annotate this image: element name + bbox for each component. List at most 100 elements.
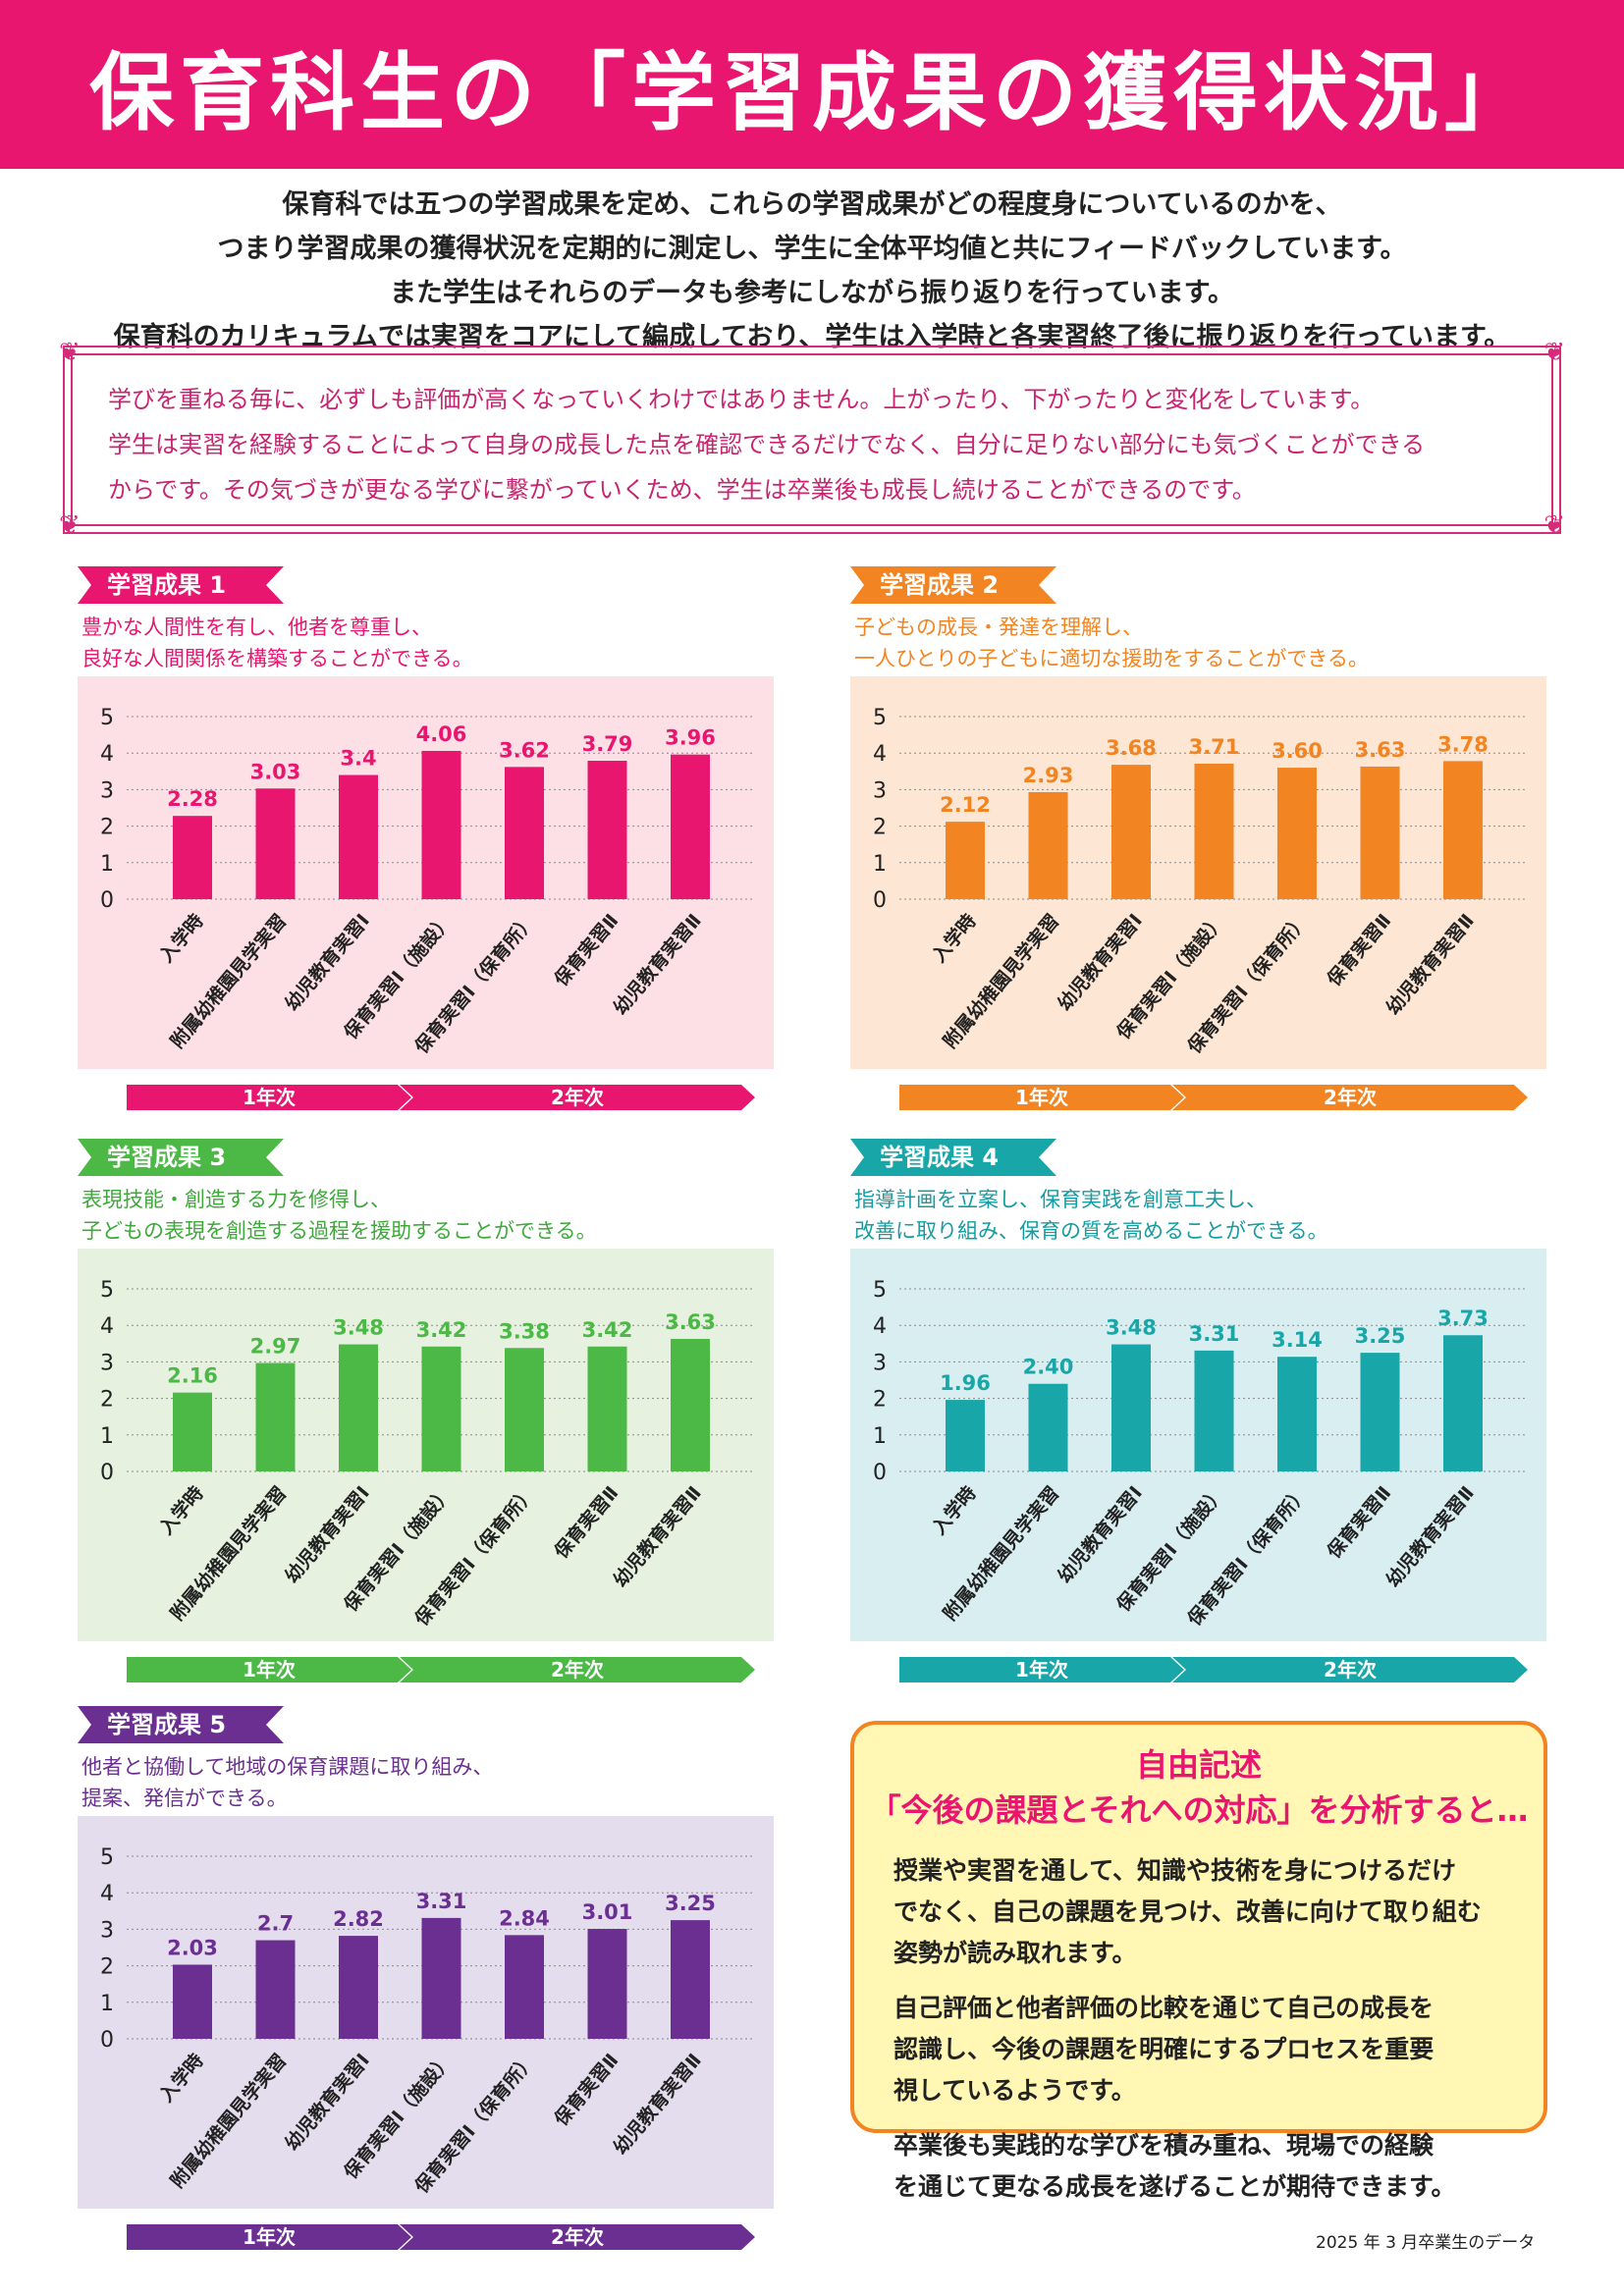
outcome-description-line: 子どもの成長・発達を理解し、: [854, 615, 1143, 639]
outcome-panel-4: 学習成果 4 指導計画を立案し、保育実践を創意工夫し、 改善に取り組み、保育の質を高…: [850, 1139, 1546, 1708]
intro-line: 保育科のカリキュラムでは実習をコアにして編成しており、学生は入学時と各実習終了後…: [113, 322, 1511, 352]
x-category-label: 保育実習Ⅱ: [1322, 909, 1395, 990]
outcome-description-line: 提案、発信ができる。: [81, 1787, 288, 1810]
x-category-label: 保育実習Ⅱ: [549, 1481, 623, 1563]
data-label: 3.78: [1437, 732, 1489, 756]
x-category-label: 保育実習Ⅱ: [549, 2049, 623, 2130]
bar: [173, 1392, 212, 1471]
y-tick-label: 5: [100, 1845, 114, 1870]
bar: [1111, 765, 1151, 899]
data-label: 2.97: [250, 1335, 301, 1359]
bar-chart: 0123452.03入学時2.7附属幼稚園見学実習2.82幼児教育実習Ⅰ3.31…: [100, 1845, 755, 2198]
phase-year-2: 2年次: [400, 2224, 755, 2250]
y-tick-label: 1: [873, 1424, 887, 1449]
free-body: 授業や実習を通して、知識や技術を身につけるだけ でなく、自己の課題を見つけ、改善…: [893, 1850, 1508, 2208]
phase-year-2: 2年次: [400, 1657, 755, 1682]
outcome-description-line: 表現技能・創造する力を修得し、: [81, 1188, 391, 1211]
data-label: 2.12: [940, 793, 991, 817]
free-line: を通じて更なる成長を遂げることが期待できます。: [893, 2172, 1456, 2201]
free-line: 授業や実習を通して、知識や技術を身につけるだけ: [893, 1856, 1457, 1885]
bar-chart: 0123452.12入学時2.93附属幼稚園見学実習3.68幼児教育実習Ⅰ3.7…: [873, 706, 1528, 1058]
bar-chart: 0123451.96入学時2.40附属幼稚園見学実習3.48幼児教育実習Ⅰ3.3…: [873, 1278, 1528, 1630]
outcome-description: 豊かな人間性を有し、他者を尊重し、良好な人間関係を構築することができる。: [81, 612, 473, 674]
x-category-label: 入学時: [155, 1481, 208, 1538]
data-label: 3.4: [340, 747, 376, 771]
bar: [671, 754, 710, 899]
outcome-tag: 学習成果 5: [78, 1706, 284, 1743]
data-label: 3.63: [665, 1310, 716, 1334]
free-line: 視しているようです。: [893, 2076, 1136, 2105]
outcome-panel-2: 学習成果 2 子どもの成長・発達を理解し、 一人ひとりの子どもに適切な援助をすること…: [850, 566, 1546, 1136]
x-category-label: 保育実習Ⅱ: [1322, 1481, 1395, 1563]
outcome-tag: 学習成果 2: [850, 566, 1056, 604]
bar: [1028, 1383, 1068, 1471]
y-tick-label: 3: [873, 1351, 887, 1375]
bar: [173, 1964, 212, 2039]
y-tick-label: 0: [100, 1461, 114, 1485]
x-category-label: 入学時: [155, 909, 208, 966]
x-category-label: 幼児教育実習Ⅱ: [1381, 909, 1479, 1019]
free-paragraph: 授業や実習を通して、知識や技術を身につけるだけ でなく、自己の課題を見つけ、改善…: [893, 1850, 1508, 1974]
y-tick-label: 0: [873, 1461, 887, 1485]
chart-area: 0 1 2 3 4 5 2.28 入学時 3.03 附属幼稚園見学実習 3.4 幼児教育実習Ⅰ 4.06…: [78, 676, 774, 1069]
free-paragraph: 自己評価と他者評価の比較を通じて自己の成長を 認識し、今後の課題を明確にするプロ…: [893, 1988, 1508, 2111]
free-description-box: 自由記述 「今後の課題とそれへの対応」を分析すると… 授業や実習を通して、知識や…: [850, 1721, 1547, 2201]
y-tick-label: 2: [100, 1955, 114, 1980]
phase-year-1: 1年次: [127, 1085, 411, 1110]
outcome-description: 表現技能・創造する力を修得し、子どもの表現を創造する過程を援助することができる。: [81, 1184, 597, 1247]
y-tick-label: 5: [873, 1278, 887, 1303]
intro-line: つまり学習成果の獲得状況を定期的に測定し、学生に全体平均値と共にフィードバックし…: [217, 234, 1407, 264]
y-tick-label: 1: [100, 1424, 114, 1449]
data-label: 2.40: [1023, 1356, 1074, 1379]
phase-year-2: 2年次: [400, 1085, 755, 1110]
intro-line: 保育科では五つの学習成果を定め、これらの学習成果がどの程度身についているのかを、: [282, 189, 1342, 220]
bar: [505, 1935, 544, 2039]
data-label: 3.42: [582, 1318, 633, 1342]
bar: [946, 1400, 985, 1471]
y-tick-label: 2: [873, 1388, 887, 1413]
data-label: 4.06: [416, 722, 467, 746]
data-label: 2.03: [167, 1936, 218, 1959]
bar: [255, 788, 296, 899]
x-category-label: 幼児教育実習Ⅰ: [280, 909, 373, 1015]
intro-line: また学生はそれらのデータも参考にしながら振り返りを行っています。: [390, 278, 1234, 308]
outcome-description-line: 良好な人間関係を構築することができる。: [81, 647, 473, 670]
free-line: 姿勢が読み取れます。: [893, 1939, 1137, 1967]
bar-chart: 0123452.28入学時3.03附属幼稚園見学実習3.4幼児教育実習Ⅰ4.06…: [100, 706, 755, 1058]
outcome-description-line: 豊かな人間性を有し、他者を尊重し、: [81, 615, 432, 639]
bar: [505, 1348, 544, 1471]
outcome-tag: 学習成果 4: [850, 1139, 1056, 1176]
outcome-description-line: 子どもの表現を創造する過程を援助することができる。: [81, 1219, 597, 1243]
outcome-description-line: 他者と協働して地域の保育課題に取り組み、: [81, 1755, 494, 1779]
bar: [339, 1344, 378, 1471]
y-tick-label: 2: [100, 816, 114, 840]
bar: [1443, 1335, 1483, 1471]
free-line: でなく、自己の課題を見つけ、改善に向けて取り組む: [893, 1897, 1482, 1926]
y-tick-label: 4: [873, 1314, 887, 1339]
bar: [1360, 1353, 1400, 1471]
data-label: 3.25: [1355, 1324, 1406, 1348]
bar: [1194, 763, 1234, 899]
outcome-description: 指導計画を立案し、保育実践を創意工夫し、 改善に取り組み、保育の質を高めることがで…: [854, 1184, 1328, 1247]
x-category-label: 幼児教育実習Ⅰ: [280, 2049, 373, 2155]
data-label: 3.42: [416, 1318, 467, 1342]
bar: [255, 1940, 296, 2039]
phase-year-1: 1年次: [899, 1085, 1184, 1110]
bar: [421, 1917, 461, 2039]
bar: [1111, 1344, 1151, 1471]
year-phase-bar: 1年次 2年次: [127, 2224, 755, 2250]
phase-year-1: 1年次: [127, 2224, 411, 2250]
bar: [339, 774, 378, 899]
bar: [339, 1936, 378, 2039]
bar: [255, 1362, 296, 1471]
year-phase-bar: 1年次 2年次: [899, 1657, 1528, 1682]
free-paragraph: 卒業後も実践的な学びを積み重ね、現場での経験 を通じて更なる成長を遂げることが期…: [893, 2125, 1508, 2208]
y-tick-label: 3: [100, 1351, 114, 1375]
phase-year-2: 2年次: [1172, 1085, 1528, 1110]
data-label: 2.16: [167, 1364, 218, 1388]
bar: [173, 816, 212, 899]
bar: [587, 761, 627, 899]
bar: [1277, 1357, 1317, 1471]
corner-ornament-icon: ❦: [1543, 338, 1565, 367]
corner-ornament-icon: ❦: [59, 338, 81, 367]
